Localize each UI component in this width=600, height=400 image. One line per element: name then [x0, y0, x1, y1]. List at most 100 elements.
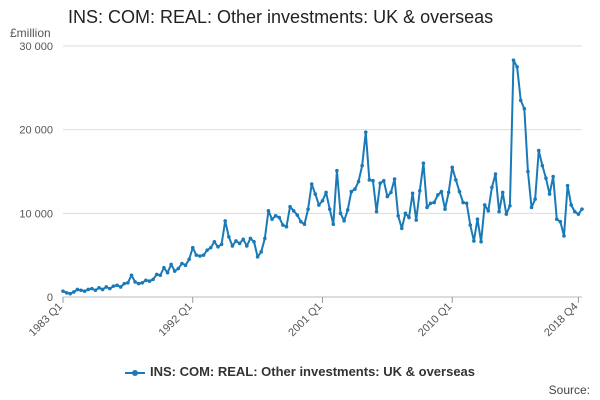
- data-point[interactable]: [464, 201, 469, 206]
- data-point[interactable]: [281, 223, 285, 227]
- data-point[interactable]: [363, 130, 368, 134]
- data-point[interactable]: [93, 288, 98, 293]
- data-point[interactable]: [551, 174, 555, 179]
- data-point[interactable]: [147, 279, 152, 283]
- data-point[interactable]: [299, 219, 303, 224]
- data-point[interactable]: [208, 245, 213, 250]
- data-point[interactable]: [198, 254, 202, 258]
- data-point[interactable]: [263, 236, 267, 241]
- data-point[interactable]: [508, 204, 512, 208]
- data-point[interactable]: [187, 257, 191, 262]
- data-point[interactable]: [61, 289, 65, 293]
- data-point[interactable]: [273, 214, 278, 218]
- data-point[interactable]: [389, 190, 393, 195]
- data-point[interactable]: [367, 178, 372, 182]
- data-point[interactable]: [468, 223, 473, 227]
- data-point[interactable]: [529, 205, 534, 210]
- data-point[interactable]: [522, 106, 527, 111]
- data-point[interactable]: [104, 285, 109, 289]
- data-point[interactable]: [115, 283, 119, 288]
- data-point[interactable]: [194, 253, 199, 257]
- data-point[interactable]: [572, 209, 577, 214]
- data-point[interactable]: [497, 209, 501, 214]
- data-point[interactable]: [526, 169, 530, 174]
- data-point[interactable]: [79, 288, 83, 293]
- data-point[interactable]: [407, 215, 411, 220]
- data-point[interactable]: [425, 205, 429, 210]
- data-point[interactable]: [140, 280, 145, 285]
- data-point[interactable]: [255, 255, 260, 259]
- chart-legend[interactable]: INS: COM: REAL: Other investments: UK & …: [0, 364, 600, 379]
- data-point[interactable]: [486, 209, 491, 213]
- data-point[interactable]: [118, 285, 123, 289]
- data-point[interactable]: [234, 239, 238, 243]
- data-point[interactable]: [129, 273, 134, 278]
- data-point[interactable]: [544, 176, 548, 180]
- data-point[interactable]: [111, 284, 116, 288]
- data-point[interactable]: [353, 187, 357, 191]
- data-point[interactable]: [158, 273, 163, 278]
- data-point[interactable]: [306, 207, 310, 211]
- data-point[interactable]: [399, 226, 404, 231]
- data-point[interactable]: [327, 207, 332, 211]
- data-point[interactable]: [461, 200, 465, 205]
- data-point[interactable]: [428, 201, 433, 206]
- data-point[interactable]: [562, 234, 566, 238]
- data-point[interactable]: [392, 177, 397, 181]
- data-point[interactable]: [335, 168, 339, 173]
- data-point[interactable]: [403, 211, 408, 216]
- data-point[interactable]: [226, 234, 231, 239]
- data-point[interactable]: [475, 217, 480, 221]
- data-point[interactable]: [237, 241, 242, 246]
- data-point[interactable]: [64, 291, 69, 295]
- data-point[interactable]: [439, 189, 444, 194]
- data-point[interactable]: [338, 211, 343, 216]
- data-point[interactable]: [356, 179, 361, 184]
- data-point[interactable]: [446, 190, 451, 195]
- data-point[interactable]: [291, 209, 296, 213]
- data-point[interactable]: [540, 163, 545, 168]
- data-point[interactable]: [313, 192, 318, 196]
- data-point[interactable]: [252, 239, 256, 244]
- data-point[interactable]: [68, 291, 73, 296]
- data-point[interactable]: [331, 222, 336, 227]
- data-point[interactable]: [176, 266, 181, 271]
- data-point[interactable]: [90, 286, 94, 291]
- data-point[interactable]: [72, 290, 76, 294]
- data-point[interactable]: [436, 193, 440, 197]
- data-point[interactable]: [223, 219, 227, 223]
- data-point[interactable]: [266, 209, 271, 213]
- data-point[interactable]: [284, 224, 289, 229]
- data-point[interactable]: [450, 165, 455, 170]
- data-point[interactable]: [443, 207, 447, 211]
- data-point[interactable]: [309, 182, 314, 186]
- data-point[interactable]: [410, 191, 415, 196]
- data-point[interactable]: [205, 248, 209, 252]
- data-point[interactable]: [75, 287, 80, 292]
- data-point[interactable]: [490, 185, 494, 190]
- data-point[interactable]: [122, 281, 127, 286]
- data-point[interactable]: [472, 239, 476, 243]
- data-point[interactable]: [569, 203, 573, 207]
- data-point[interactable]: [151, 277, 155, 282]
- data-point[interactable]: [82, 289, 87, 293]
- data-point[interactable]: [320, 198, 325, 203]
- data-point[interactable]: [479, 239, 483, 244]
- data-point[interactable]: [183, 263, 188, 268]
- data-point[interactable]: [172, 269, 177, 273]
- data-point[interactable]: [421, 161, 426, 165]
- data-point[interactable]: [165, 270, 170, 275]
- data-point[interactable]: [133, 280, 137, 284]
- data-point[interactable]: [385, 194, 390, 199]
- data-point[interactable]: [536, 148, 541, 153]
- data-point[interactable]: [126, 280, 130, 285]
- data-point[interactable]: [515, 65, 519, 69]
- data-point[interactable]: [201, 253, 206, 257]
- data-point[interactable]: [371, 178, 375, 183]
- data-point[interactable]: [454, 178, 458, 182]
- data-point[interactable]: [374, 209, 379, 214]
- data-point[interactable]: [154, 272, 159, 277]
- data-point[interactable]: [169, 262, 173, 267]
- data-point[interactable]: [144, 278, 148, 283]
- data-point[interactable]: [108, 286, 112, 291]
